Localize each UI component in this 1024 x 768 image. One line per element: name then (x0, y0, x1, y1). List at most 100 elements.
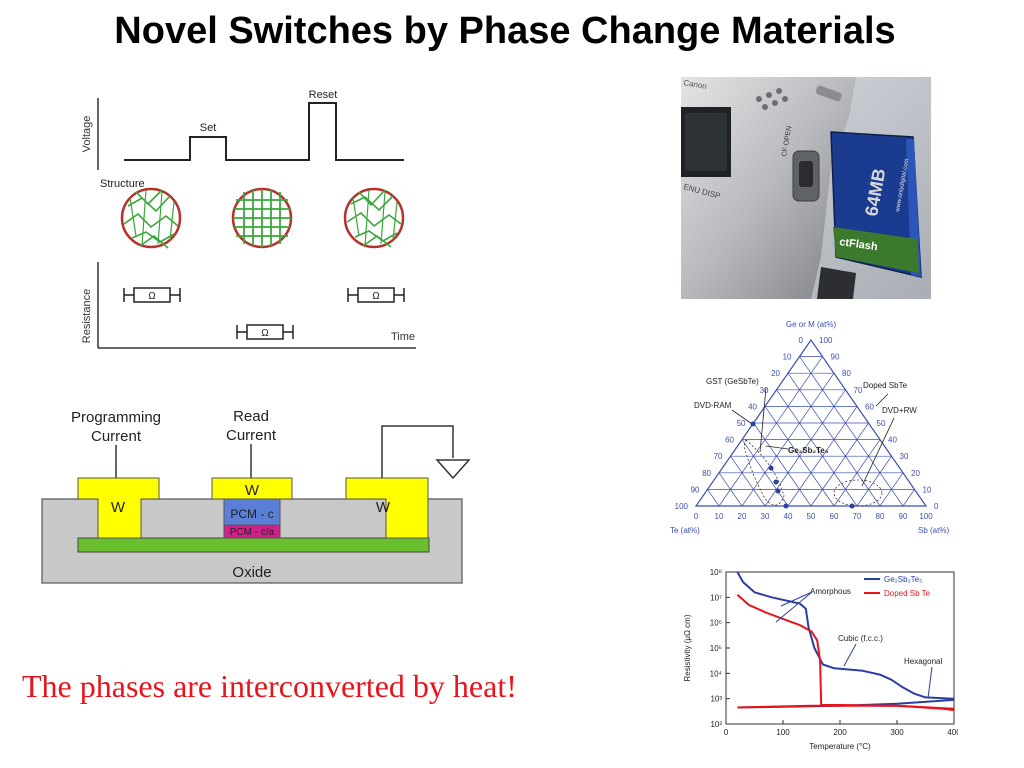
composition-point (773, 479, 779, 485)
oxide-label: Oxide (232, 564, 271, 581)
chart-y-axis-label: Resistivity (μΩ cm) (683, 614, 692, 681)
ternary-left-tick: 40 (748, 402, 757, 411)
resistance-axis-label: Resistance (81, 289, 93, 343)
ternary-bottom-tick: 40 (784, 512, 793, 521)
ternary-right-tick: 100 (819, 336, 833, 345)
chart-plot-area (725, 571, 955, 725)
compactflash-camera-photo: CF OPEN ENU DISP Canon 64MB www.onlydigi… (681, 77, 931, 299)
programming-current-label: Current (91, 428, 142, 445)
set-pulse-label: Set (200, 122, 217, 134)
chart-x-tick-label: 200 (833, 728, 847, 737)
pcm-crystalline-layer (223, 498, 281, 526)
chart-x-tick-label: 0 (724, 728, 729, 737)
ternary-top-axis-label: Ge or M (at%) (786, 320, 837, 329)
chart-y-tick-label: 10⁸ (710, 568, 722, 577)
caption-text: The phases are interconverted by heat! (22, 668, 517, 704)
ternary-right-tick: 50 (877, 419, 886, 428)
structure-label: Structure (100, 178, 145, 190)
ternary-grid-line (730, 456, 766, 507)
ternary-bottom-tick: 50 (807, 512, 816, 521)
composition-point (783, 503, 789, 509)
high-resistor-symbol-1: Ω (123, 287, 181, 303)
chart-x-tick-label: 300 (890, 728, 904, 737)
chart-y-tick-label: 10⁷ (710, 593, 722, 602)
read-current-label: Read (233, 408, 269, 425)
ternary-right-tick: 90 (831, 353, 840, 362)
ternary-bottom-tick: 0 (694, 512, 699, 521)
chart-x-axis-label: Temperature (°C) (809, 742, 871, 751)
ternary-grid-line (787, 373, 881, 507)
chart-annotation-amorphous: Amorphous (810, 587, 851, 596)
right-w-electrode (345, 477, 429, 539)
ohm-symbol: Ω (261, 328, 269, 339)
ternary-right-tick: 70 (854, 386, 863, 395)
high-resistor-symbol-2: Ω (347, 287, 405, 303)
slide-title: Novel Switches by Phase Change Materials (114, 10, 896, 52)
ternary-right-tick: 0 (934, 502, 939, 511)
electrode-label: W (376, 499, 391, 516)
read-current-label: Current (226, 427, 277, 444)
ternary-bottom-tick: 30 (761, 512, 770, 521)
ternary-grid-line (707, 489, 720, 507)
ternary-right-tick: 40 (888, 436, 897, 445)
chart-y-tick-label: 10² (710, 720, 722, 729)
amorphous-structure-circle-2 (343, 187, 405, 249)
ternary-left-axis-label: Te (at%) (670, 526, 700, 535)
ternary-left-tick: 10 (783, 353, 792, 362)
ternary-grid-line (776, 389, 858, 507)
chart-annotation-hexagonal: Hexagonal (904, 657, 942, 666)
ternary-left-tick: 30 (760, 386, 769, 395)
chart-annotation-cubic: Cubic (f.c.c.) (838, 634, 883, 643)
heater-layer (77, 537, 430, 553)
ternary-left-tick: 0 (799, 336, 804, 345)
ternary-left-tick: 60 (725, 436, 734, 445)
chart-x-tick-label: 400 (947, 728, 958, 737)
legend-entry-doped-sbte: Doped Sb Te (884, 589, 931, 598)
amorphous-structure-circle-1 (120, 187, 182, 249)
voltage-axis-label: Voltage (81, 116, 93, 153)
ohm-symbol: Ω (372, 291, 380, 302)
ternary-left-tick: 20 (771, 369, 780, 378)
electrode-label: W (111, 499, 126, 516)
ternary-left-tick: 80 (702, 469, 711, 478)
doped-sbte-annotation: Doped SbTe (863, 381, 908, 390)
ternary-left-tick: 100 (675, 502, 689, 511)
ground-wire (381, 425, 454, 478)
ternary-grid-line (741, 439, 789, 507)
left-w-electrode (77, 477, 160, 539)
chart-y-tick-label: 10⁶ (710, 619, 722, 628)
legend-entry-gst: Ge₂Sb₂Te₅ (884, 575, 922, 584)
programming-current-label: Programming (71, 409, 161, 426)
ternary-left-tick: 50 (737, 419, 746, 428)
camera-brand-fragment: Canon (683, 78, 708, 91)
low-resistor-symbol: Ω (236, 324, 294, 340)
pcm-mixed-layer (223, 524, 281, 539)
ternary-bottom-tick: 60 (830, 512, 839, 521)
chart-y-tick-label: 10⁵ (710, 644, 722, 653)
ternary-left-tick: 70 (714, 452, 723, 461)
ternary-left-tick: 90 (691, 485, 700, 494)
dvd-ram-annotation: DVD-RAM (694, 401, 732, 410)
ternary-grid-line (764, 389, 846, 507)
chart-y-tick-label: 10⁴ (710, 669, 723, 678)
ternary-grid-line (799, 356, 904, 507)
time-axis-label: Time (391, 331, 415, 343)
ternary-right-tick: 80 (842, 369, 851, 378)
ground-symbol-icon (435, 459, 471, 480)
ternary-grid-line (810, 422, 869, 507)
ternary-bottom-tick: 90 (899, 512, 908, 521)
ternary-grid-line (902, 489, 915, 507)
chart-y-tick-label: 10³ (710, 695, 722, 704)
ternary-grid-line (753, 422, 812, 507)
resistivity-temperature-chart: 0 100 200 300 400 10⁸ 10⁷ 10⁶ 10⁵ 10⁴ 10³ 10² Resis… (683, 568, 958, 751)
ternary-bottom-tick: 70 (853, 512, 862, 521)
composition-point (768, 465, 774, 471)
series-line-1-cooling (737, 704, 955, 710)
ternary-grid-line (764, 406, 835, 507)
gst-annotation: GST (GeSbTe) (706, 377, 759, 386)
voltage-pulse-line (124, 102, 404, 161)
ternary-bottom-tick: 80 (876, 512, 885, 521)
chart-x-tick-label: 100 (776, 728, 790, 737)
